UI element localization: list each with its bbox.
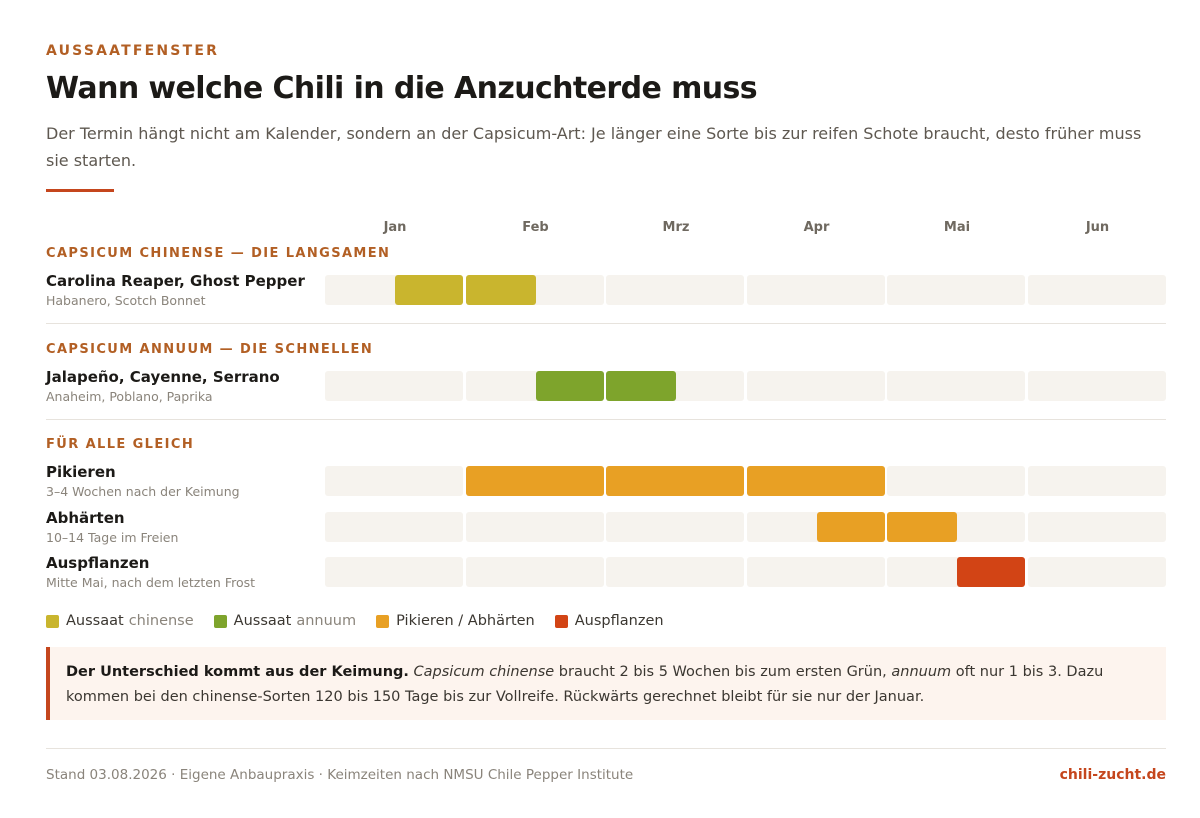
bar-segment-pikieren_abhaerten [465,466,604,496]
month-cell [1027,371,1166,401]
month-cell [606,275,744,305]
timeline-track [325,512,1166,542]
group-label: CAPSICUM ANNUUM — DIE SCHNELLEN [46,342,374,357]
legend-item: Aussaat chinense [46,613,194,629]
month-cell [887,371,1025,401]
bar-segment-aussaat_chinense [465,275,536,305]
legend-swatch [376,614,390,628]
row-name: Pikieren [46,463,116,481]
row-subtitle: Habanero, Scotch Bonnet [46,293,206,308]
eyebrow-label: AUSSAATFENSTER [46,43,220,59]
legend-label: Pikieren / Abhärten [396,613,535,629]
month-label: Mai [943,220,971,235]
bar-segment-aussaat_annuum [606,371,677,401]
legend-label-muted: chinense [128,613,194,629]
page-subtitle: Der Termin hängt nicht am Kalender, sond… [46,124,1142,170]
legend-swatch [554,614,568,628]
month-cell [746,371,885,401]
chart-legend: Aussaat chinense Aussaat annuum Pikieren / A… [46,612,684,630]
group-divider [46,419,1166,420]
note-text-2: oft nur 1 bis 3. Dazu kommen bei den chi… [66,664,1104,705]
bar-segment-aussaat_chinense [395,275,463,305]
note-species-annuum: annuum [891,664,952,680]
accent-rule [46,189,114,192]
footer-brand-link[interactable]: chili-zucht.de [1059,767,1166,783]
legend-item: Auspflanzen [554,613,664,629]
row-subtitle: Anaheim, Poblano, Paprika [46,389,213,404]
row-name: Carolina Reaper, Ghost Pepper [46,272,305,290]
legend-swatch [213,614,227,628]
info-note: Der Unterschied kommt aus der Keimung. C… [46,647,1166,720]
month-label: Apr [803,220,830,235]
bar-segment-pikieren_abhaerten [746,466,885,496]
month-label: Mrz [662,220,690,235]
group-divider [46,323,1166,324]
month-cell [1027,557,1166,587]
month-cell [325,466,463,496]
month-cell [325,557,463,587]
row-name: Jalapeño, Cayenne, Serrano [46,368,280,386]
row-subtitle: 3–4 Wochen nach der Keimung [46,484,240,499]
month-cell [606,557,744,587]
bar-segment-auspflanzen [957,557,1025,587]
legend-label: Aussaat [66,613,124,629]
month-cell [465,512,604,542]
row-name: Abhärten [46,509,125,527]
month-cell [1027,466,1166,496]
month-label: Jan [383,220,407,235]
bar-segment-pikieren_abhaerten [816,512,885,542]
month-cell [746,557,885,587]
month-cell [606,512,744,542]
month-cell [325,371,463,401]
footer-source: Stand 03.08.2026 · Eigene Anbaupraxis · … [46,767,634,783]
group-label: CAPSICUM CHINENSE — DIE LANGSAMEN [46,246,391,261]
footer-divider [46,748,1166,749]
legend-item: Pikieren / Abhärten [376,613,535,629]
legend-label-muted: annuum [296,613,357,629]
month-cell [325,512,463,542]
page-title: Wann welche Chili in die Anzuchterde mus… [46,71,758,106]
timeline-track [325,466,1166,496]
note-species-chinense: Capsicum chinense [413,664,555,680]
legend-swatch [46,614,59,628]
month-cell [887,466,1025,496]
month-cell [465,557,604,587]
bar-segment-pikieren_abhaerten [887,512,958,542]
note-lead: Der Unterschied kommt aus der Keimung. [66,664,409,680]
month-cell [1027,275,1166,305]
legend-label: Aussaat [233,613,292,629]
group-label: FÜR ALLE GLEICH [46,437,195,452]
month-label: Feb [522,220,549,235]
bar-segment-aussaat_annuum [535,371,604,401]
month-cell [746,275,885,305]
row-subtitle: Mitte Mai, nach dem letzten Frost [46,575,256,590]
timeline-track [325,275,1166,305]
month-axis: Jan Feb Mrz Apr Mai Jun [325,220,1166,238]
timeline-track [325,557,1166,587]
row-subtitle: 10–14 Tage im Freien [46,530,179,545]
timeline-track [325,371,1166,401]
bar-segment-pikieren_abhaerten [606,466,744,496]
month-label: Jun [1085,220,1110,235]
legend-label: Auspflanzen [574,613,664,629]
note-text-1: braucht 2 bis 5 Wochen bis zum ersten Gr… [554,664,892,680]
legend-item: Aussaat annuum [213,613,357,629]
row-name: Auspflanzen [46,554,150,572]
month-cell [1027,512,1166,542]
month-cell [887,275,1025,305]
